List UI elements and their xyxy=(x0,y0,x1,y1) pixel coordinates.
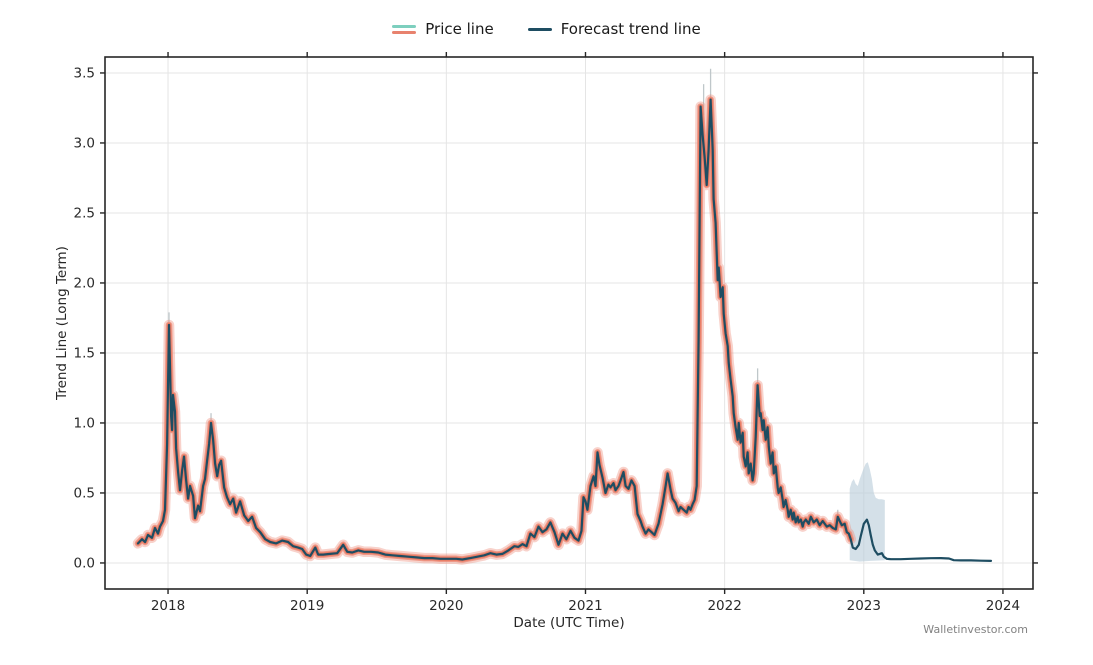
price-line-glow xyxy=(134,96,854,563)
price-line-swatch-teal xyxy=(392,25,417,28)
price-line-swatch-salmon xyxy=(392,31,417,34)
y-tick-label: 0.5 xyxy=(74,485,95,501)
legend-item-forecast-trend-line: Forecast trend line xyxy=(527,20,701,38)
y-tick-label: 1.5 xyxy=(74,345,95,361)
y-tick-label: 3.0 xyxy=(74,135,95,151)
forecast-line-swatch-navy xyxy=(527,27,552,32)
price-line-swatch-icon xyxy=(392,25,417,34)
chart-legend: Price line Forecast trend line xyxy=(0,22,1093,37)
forecast-line-swatch-icon xyxy=(527,27,552,32)
y-tick-label: 2.5 xyxy=(74,205,95,221)
forecast-confidence-band xyxy=(849,462,885,562)
plot-frame xyxy=(104,56,1034,590)
x-tick-label: 2018 xyxy=(151,598,185,614)
x-tick-label: 2021 xyxy=(568,598,602,614)
x-tick-label: 2024 xyxy=(986,598,1020,614)
price-line xyxy=(135,97,853,562)
y-axis-label: Trend Line (Long Term) xyxy=(54,246,70,400)
legend-label-price-line: Price line xyxy=(425,20,494,38)
x-tick-label: 2019 xyxy=(290,598,324,614)
y-tick-label: 2.0 xyxy=(74,275,95,291)
legend-item-price-line: Price line xyxy=(392,20,494,38)
forecast-trend-line xyxy=(136,98,993,563)
x-tick-label: 2023 xyxy=(847,598,881,614)
x-tick-label: 2022 xyxy=(707,598,741,614)
y-tick-label: 0.0 xyxy=(74,555,95,571)
y-tick-label: 3.5 xyxy=(74,65,95,81)
x-tick-label: 2020 xyxy=(429,598,463,614)
price-line-halo xyxy=(132,94,856,565)
legend-label-forecast-trend-line: Forecast trend line xyxy=(560,20,701,38)
y-tick-label: 1.0 xyxy=(74,415,95,431)
watermark-text: Walletinvestor.com xyxy=(923,623,1028,636)
x-axis-label: Date (UTC Time) xyxy=(513,615,625,631)
